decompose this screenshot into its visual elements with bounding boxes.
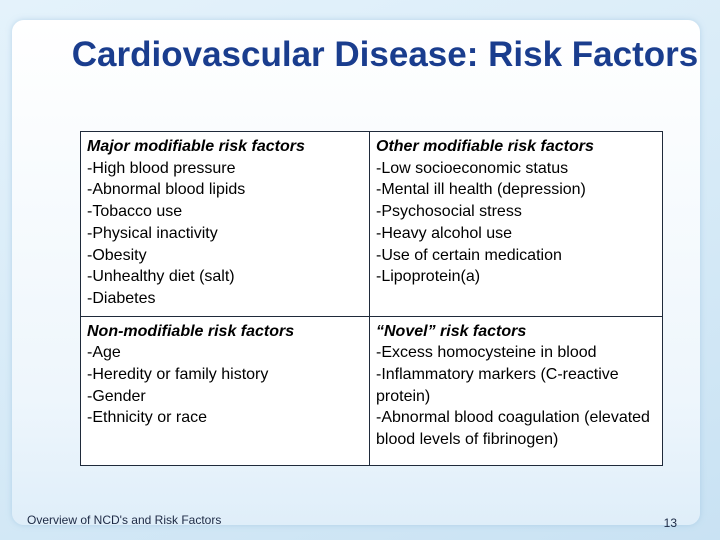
risk-factor-table: Major modifiable risk factors -High bloo… xyxy=(80,131,663,466)
list-item: -Abnormal blood coagulation (elevated bl… xyxy=(376,409,650,449)
list-item: -Gender xyxy=(87,387,146,405)
list-item: -Excess homocysteine in blood xyxy=(376,344,597,362)
list-item: -Heavy alcohol use xyxy=(376,224,513,242)
other-modifiable-cell: Other modifiable risk factors -Low socio… xyxy=(369,131,663,317)
novel-risk-heading: “Novel” risk factors xyxy=(376,322,527,340)
other-modifiable-heading: Other modifiable risk factors xyxy=(376,138,594,155)
list-item: -Ethnicity or race xyxy=(87,409,208,427)
list-item: -Low socioeconomic status xyxy=(376,159,569,177)
list-item: -Obesity xyxy=(87,246,147,264)
slide-title: Cardiovascular Disease: Risk Factors xyxy=(71,35,699,74)
list-item: -Tobacco use xyxy=(87,203,183,221)
page-number: 13 xyxy=(663,516,677,530)
major-modifiable-heading: Major modifiable risk factors xyxy=(87,138,305,155)
list-item: -Mental ill health (depression) xyxy=(376,181,586,199)
table-row: Non-modifiable risk factors -Age -Heredi… xyxy=(80,315,663,466)
novel-risk-cell: “Novel” risk factors -Excess homocystein… xyxy=(369,315,663,466)
footer-text: Overview of NCD's and Risk Factors xyxy=(27,513,222,527)
list-item: -High blood pressure xyxy=(87,159,236,177)
list-item: -Inflammatory markers (C-reactive protei… xyxy=(376,366,619,405)
list-item: -Psychosocial stress xyxy=(376,203,522,221)
list-item: -Age xyxy=(87,344,121,362)
list-item: -Lipoprotein(a) xyxy=(376,268,481,286)
major-modifiable-cell: Major modifiable risk factors -High bloo… xyxy=(80,131,370,317)
list-item: -Use of certain medication xyxy=(376,246,562,264)
list-item: -Abnormal blood lipids xyxy=(87,181,246,199)
non-modifiable-heading: Non-modifiable risk factors xyxy=(87,322,295,340)
table-row: Major modifiable risk factors -High bloo… xyxy=(80,131,663,317)
list-item: -Physical inactivity xyxy=(87,224,218,242)
list-item: -Heredity or family history xyxy=(87,366,269,384)
non-modifiable-cell: Non-modifiable risk factors -Age -Heredi… xyxy=(80,315,370,466)
list-item: -Diabetes xyxy=(87,289,156,307)
list-item: -Unhealthy diet (salt) xyxy=(87,268,235,286)
